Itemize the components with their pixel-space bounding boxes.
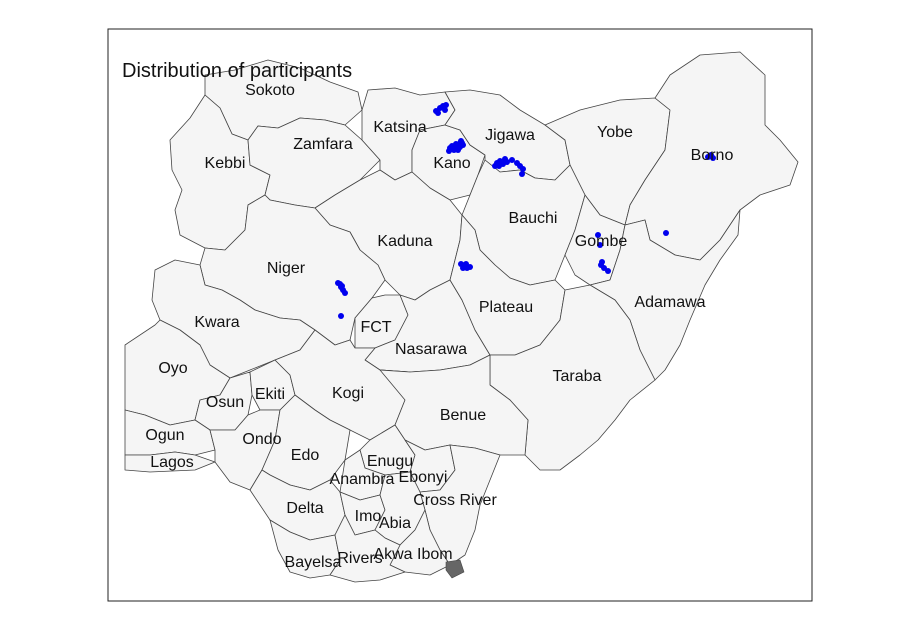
label-kogi: Kogi [332,385,364,402]
participant-point [435,110,441,116]
label-osun: Osun [206,394,244,411]
label-borno: Borno [691,147,734,164]
label-fct: FCT [360,319,391,336]
coastal-islands [445,559,465,579]
participant-point [509,157,515,163]
participant-point [453,141,459,147]
label-lagos: Lagos [150,454,194,471]
label-ebonyi: Ebonyi [399,469,448,486]
label-akwa-ibom: Akwa Ibom [373,546,452,563]
label-niger: Niger [267,260,306,277]
label-enugu: Enugu [367,453,413,470]
label-kwara: Kwara [194,314,239,331]
label-zamfara: Zamfara [293,136,353,153]
participant-point [447,145,453,151]
participant-point [443,102,449,108]
label-edo: Edo [291,447,320,464]
participant-points [335,102,716,319]
participant-point [519,171,525,177]
participant-point [338,313,344,319]
label-bayelsa: Bayelsa [285,554,342,571]
label-taraba: Taraba [553,368,602,385]
participant-point [463,261,469,267]
participant-point [455,147,461,153]
state-rivers [329,514,406,583]
participant-point [342,290,348,296]
label-kaduna: Kaduna [377,233,432,250]
label-katsina: Katsina [373,119,426,136]
label-cross-river: Cross River [413,492,497,509]
bakassi-islands [445,559,465,579]
participant-point [458,138,464,144]
map-title: Distribution of participants [122,60,352,82]
label-kebbi: Kebbi [205,155,246,172]
participant-point [520,166,526,172]
participant-point [502,156,508,162]
label-ogun: Ogun [145,427,184,444]
label-sokoto: Sokoto [245,82,295,99]
label-benue: Benue [440,407,486,424]
label-bauchi: Bauchi [509,210,558,227]
label-plateau: Plateau [479,299,533,316]
participant-point [663,230,669,236]
label-rivers: Rivers [337,550,382,567]
label-jigawa: Jigawa [485,127,535,144]
participant-point [597,242,603,248]
label-imo: Imo [355,508,382,525]
participant-point [605,268,611,274]
label-oyo: Oyo [158,360,187,377]
participant-point [598,262,604,268]
label-abia: Abia [379,515,411,532]
participant-point [710,155,716,161]
label-yobe: Yobe [597,124,633,141]
label-kano: Kano [433,155,470,172]
label-anambra: Anambra [330,471,395,488]
label-adamawa: Adamawa [634,294,705,311]
state-labels: Sokoto Katsina Zamfara Kebbi Jigawa Kano… [145,82,733,571]
state-plateau [449,214,566,356]
participant-point [339,283,345,289]
participant-point [595,232,601,238]
label-delta: Delta [286,500,323,517]
label-ondo: Ondo [242,431,281,448]
label-ekiti: Ekiti [255,386,285,403]
participant-point [496,163,502,169]
state-polygons [124,51,799,583]
label-gombe: Gombe [575,233,628,250]
label-nasarawa: Nasarawa [395,341,467,358]
